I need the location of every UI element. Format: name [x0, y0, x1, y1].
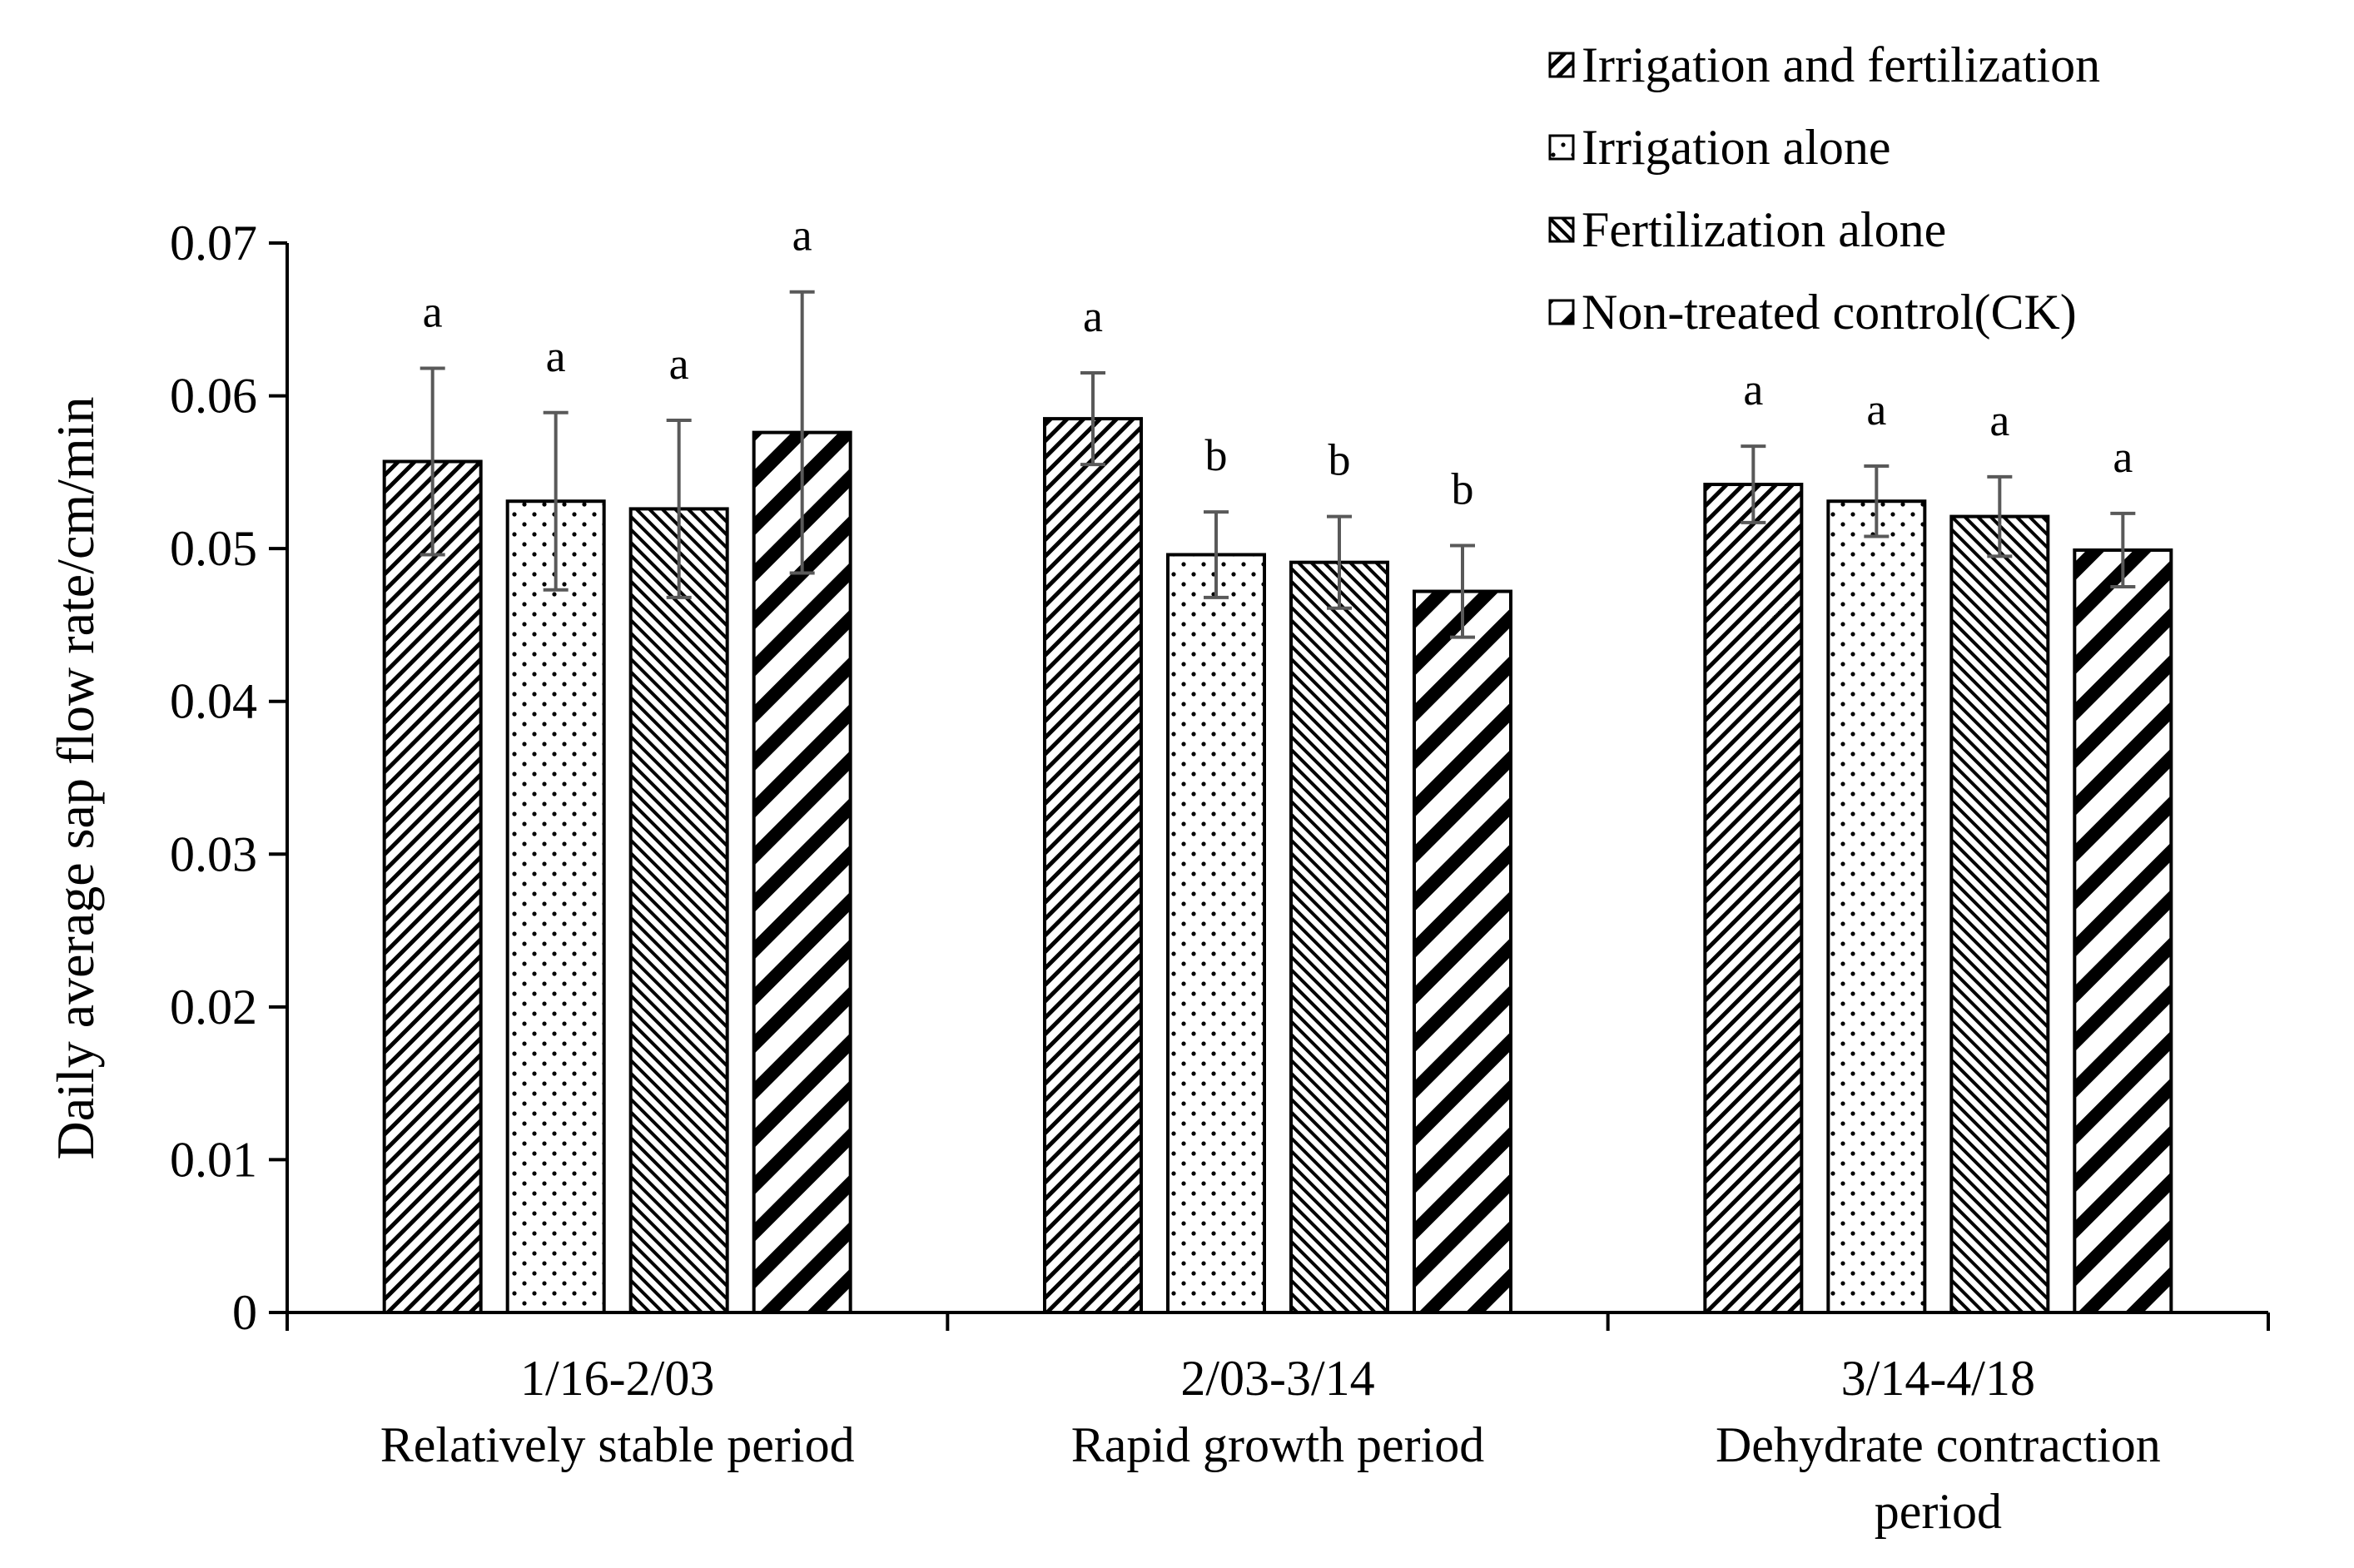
y-tick-label: 0 — [232, 1285, 257, 1340]
legend-label-2: Irrigation alone — [1582, 120, 1891, 175]
significance-letter: a — [546, 331, 566, 381]
bar-4-group-1 — [752, 430, 852, 1315]
x-category-label: Rapid growth period — [1071, 1417, 1485, 1472]
legend-swatch-4 — [1548, 299, 1575, 325]
legend-label-3: Fertilization alone — [1582, 202, 1946, 257]
bar-3-group-2 — [1289, 560, 1389, 1314]
x-category-label: 2/03-3/14 — [1180, 1351, 1374, 1406]
legend-label-4: Non-treated control(CK) — [1582, 285, 2077, 340]
x-category-label: 3/14-4/18 — [1841, 1351, 2035, 1406]
significance-letter: a — [1866, 385, 1886, 434]
legend-swatch-2 — [1548, 134, 1575, 161]
legend-swatch-3 — [1548, 216, 1575, 243]
bar-3-group-1 — [628, 507, 729, 1314]
bar-2-group-3 — [1826, 499, 1927, 1314]
significance-letter: a — [669, 339, 689, 389]
significance-letter: b — [1205, 430, 1228, 480]
significance-letter: a — [2113, 432, 2133, 482]
x-category-label: Dehydrate contraction — [1716, 1417, 2161, 1472]
significance-letter: a — [1083, 291, 1103, 341]
legend-label-1: Irrigation and fertilization — [1582, 37, 2100, 92]
y-tick-label: 0.01 — [170, 1132, 257, 1187]
y-tick-label: 0.02 — [170, 980, 257, 1035]
significance-letter: a — [1989, 395, 2009, 445]
y-tick-label: 0.03 — [170, 826, 257, 881]
bar-1-group-3 — [1703, 483, 1804, 1314]
bar-2-group-1 — [505, 499, 606, 1314]
bar-1-group-1 — [382, 459, 483, 1314]
y-tick-label: 0.07 — [170, 216, 257, 270]
significance-letter: b — [1328, 435, 1351, 485]
x-category-label: period — [1875, 1484, 2002, 1539]
y-tick-label: 0.06 — [170, 369, 257, 424]
legend-swatch-1 — [1548, 52, 1575, 78]
y-tick-label: 0.05 — [170, 521, 257, 576]
bar-1-group-2 — [1043, 417, 1143, 1314]
significance-letter: a — [1743, 365, 1763, 414]
significance-letter: a — [792, 211, 812, 261]
significance-letter: a — [423, 287, 443, 337]
bar-4-group-3 — [2073, 548, 2173, 1314]
bar-4-group-2 — [1413, 589, 1512, 1314]
bar-2-group-2 — [1166, 553, 1266, 1314]
y-tick-label: 0.04 — [170, 674, 257, 729]
significance-letter: b — [1452, 464, 1474, 514]
x-category-label: Relatively stable period — [380, 1417, 855, 1472]
bar-3-group-3 — [1949, 514, 2050, 1314]
x-category-label: 1/16-2/03 — [520, 1351, 714, 1406]
y-axis-label: Daily average sap flow rate/cm/min — [46, 397, 105, 1160]
